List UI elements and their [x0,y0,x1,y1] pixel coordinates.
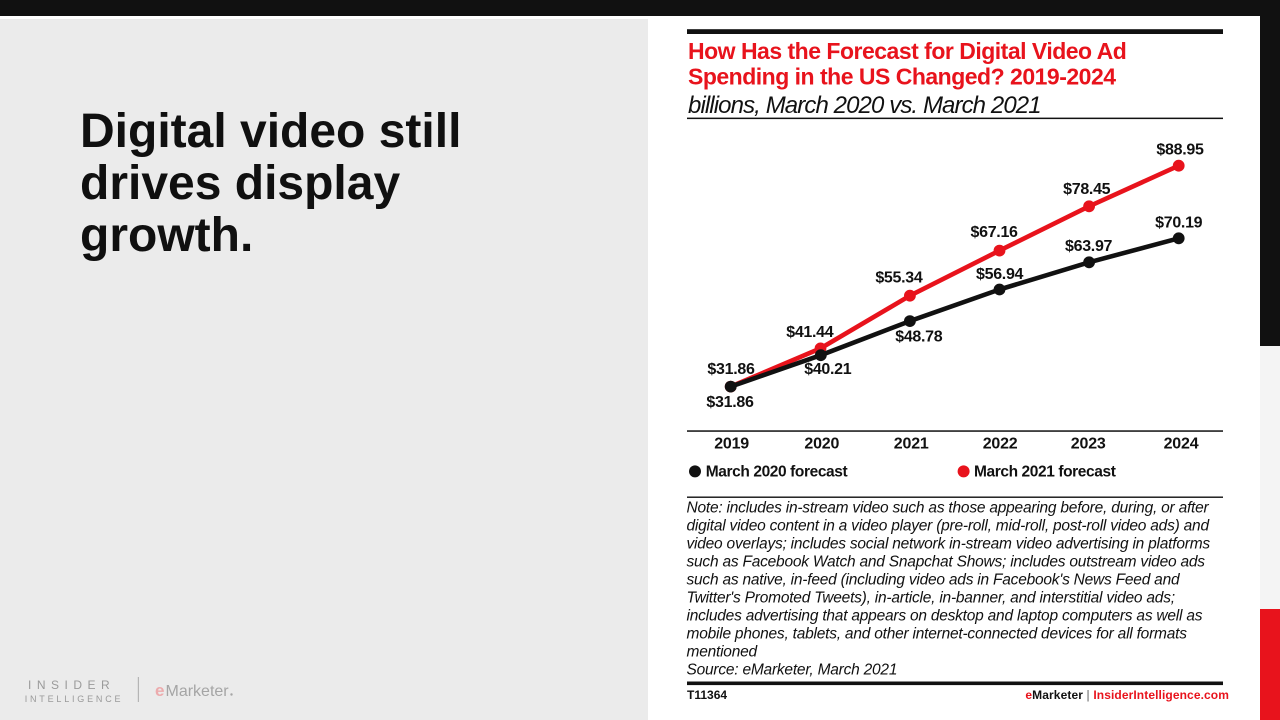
svg-text:March 2021 forecast: March 2021 forecast [974,464,1116,481]
svg-text:2024: 2024 [1164,436,1199,453]
svg-text:$55.34: $55.34 [875,270,923,287]
svg-text:$31.86: $31.86 [707,361,755,378]
svg-text:billions, March 2020 vs. March: billions, March 2020 vs. March 2021 [688,92,1041,119]
svg-text:INTELLIGENCE: INTELLIGENCE [25,694,124,704]
svg-text:2020: 2020 [804,436,839,453]
svg-text:includes advertising that appe: includes advertising that appears on des… [687,608,1203,625]
svg-text:such as Facebook Watch and Sna: such as Facebook Watch and Snapchat Show… [687,554,1206,571]
svg-text:mobile phones, tablets, and ot: mobile phones, tablets, and other intern… [687,626,1188,643]
svg-text:$41.44: $41.44 [786,324,834,341]
svg-text:video overlays; includes socia: video overlays; includes social network … [687,536,1211,553]
svg-text:mentioned: mentioned [687,644,759,661]
svg-text:2023: 2023 [1071,436,1106,453]
svg-text:such as native, in-feed (inclu: such as native, in-feed (including video… [687,572,1181,589]
svg-text:$31.86: $31.86 [706,394,754,411]
svg-text:Source: eMarketer, March 2021: Source: eMarketer, March 2021 [687,662,898,679]
svg-text:How Has the Forecast for Digit: How Has the Forecast for Digital Video A… [688,38,1126,64]
svg-text:Twitter's Promoted Tweets), in: Twitter's Promoted Tweets), in-article, … [687,590,1175,607]
svg-text:$48.78: $48.78 [895,329,943,346]
svg-text:Note: includes in-stream video: Note: includes in-stream video such as t… [687,500,1210,517]
svg-text:2022: 2022 [983,436,1018,453]
svg-text:$63.97: $63.97 [1065,238,1113,255]
svg-text:$88.95: $88.95 [1156,141,1204,158]
svg-text:$70.19: $70.19 [1155,215,1203,232]
svg-text:$78.45: $78.45 [1063,181,1111,198]
svg-text:$56.94: $56.94 [976,266,1024,283]
svg-text:$40.21: $40.21 [804,361,852,378]
svg-text:digital video content in a vid: digital video content in a video player … [687,518,1211,535]
svg-text:2019: 2019 [714,436,749,453]
svg-text:INSIDER: INSIDER [28,678,115,692]
svg-text:Marketer: Marketer [166,683,230,700]
svg-text:$67.16: $67.16 [971,224,1019,241]
svg-text:March 2020 forecast: March 2020 forecast [706,464,848,481]
svg-text:e: e [155,681,164,700]
svg-text:Spending in the US Changed? 20: Spending in the US Changed? 2019-2024 [688,64,1116,90]
svg-text:T11364: T11364 [687,688,727,702]
svg-text:2021: 2021 [894,436,929,453]
svg-text:eMarketer | InsiderIntelligenc: eMarketer | InsiderIntelligence.com [1025,688,1229,702]
